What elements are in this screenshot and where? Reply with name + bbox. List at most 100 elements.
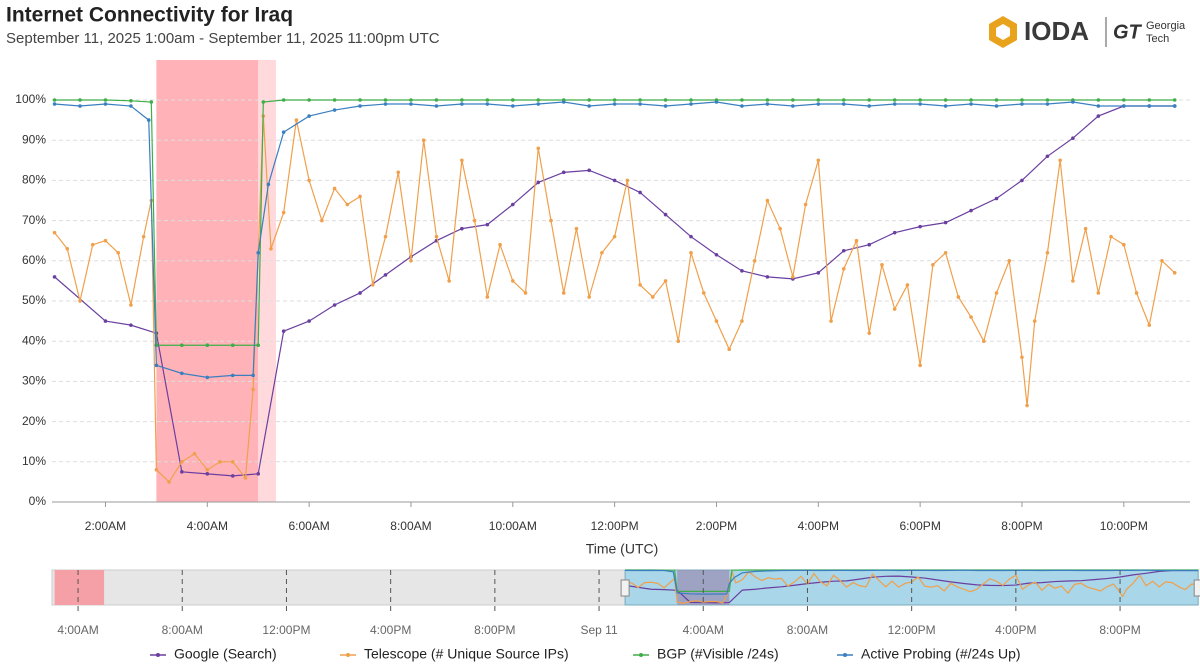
data-point [383,273,388,277]
navigator-handle[interactable] [620,579,630,597]
legend-label[interactable]: Active Probing (#/24s Up) [861,646,1021,662]
data-point [536,102,541,106]
data-point [663,98,668,102]
data-point [1020,355,1024,360]
data-point [740,269,744,273]
data-point [841,102,846,106]
data-point [129,303,133,307]
data-point [880,263,884,267]
data-point [994,98,999,102]
navigator-handle[interactable] [1193,579,1200,597]
series-line [54,101,1175,378]
data-point [994,196,999,201]
data-point [1096,98,1101,102]
data-point [1020,178,1024,183]
data-point [651,295,655,299]
data-point [574,226,579,231]
partner-bottom: Tech [1146,33,1169,45]
data-point [154,363,159,368]
data-point [663,212,668,217]
data-point [612,98,617,102]
data-point [52,102,57,106]
outage-region [156,60,259,502]
data-point [460,158,464,163]
data-point [409,98,413,102]
data-point [90,242,95,247]
data-point [447,279,451,283]
data-point [511,104,515,108]
data-point [536,146,541,151]
data-point [485,222,490,227]
data-point [918,224,922,229]
data-point [141,234,146,239]
data-point [358,291,362,295]
data-point [52,230,57,235]
data-point [180,371,184,376]
data-point [421,138,426,142]
data-point [1172,98,1177,102]
data-point [727,347,731,352]
data-point [307,114,311,118]
data-point [383,234,388,239]
data-point [460,226,464,231]
navigator-tick-label: 8:00AM [162,623,203,637]
data-point [561,100,566,104]
data-point [1071,100,1075,104]
data-point [205,375,210,380]
data-point [1147,323,1152,327]
legend-label[interactable]: Google (Search) [174,646,277,662]
y-tick-label: 50% [22,293,46,307]
data-point [251,373,255,378]
data-point [969,102,973,106]
data-point [587,104,591,108]
data-point [460,98,464,102]
data-point [281,210,286,215]
data-point [536,180,541,185]
navigator-tick-label: 4:00AM [57,623,98,637]
data-point [765,275,770,279]
data-point [266,182,271,187]
data-point [1045,250,1050,255]
data-point [969,98,973,102]
data-point [969,315,973,319]
data-point [638,283,642,287]
data-point [230,460,235,464]
data-point [1045,98,1050,102]
data-point [320,218,324,223]
data-point [192,451,197,456]
data-point [714,252,719,257]
x-tick-label: 2:00PM [696,519,737,533]
data-point [714,100,719,104]
data-point [612,178,617,183]
data-point [778,226,782,231]
y-tick-label: 80% [22,173,46,187]
data-point [396,170,401,175]
partner-top: Georgia [1146,20,1186,32]
data-point [332,98,337,102]
data-point [307,98,311,102]
data-point [78,98,82,102]
data-point [752,259,757,263]
y-tick-label: 90% [22,132,46,146]
data-point [943,104,948,108]
x-tick-label: 4:00AM [187,519,228,533]
data-point [689,98,693,102]
logo-text: IODA [1024,16,1089,46]
data-point [765,102,770,106]
data-point [307,178,311,183]
data-point [485,295,490,299]
x-tick-label: 4:00PM [798,519,839,533]
data-point [994,104,999,108]
data-point [1096,104,1101,108]
data-point [740,104,744,108]
data-point [498,242,502,247]
legend-label[interactable]: Telescope (# Unique Source IPs) [364,646,569,662]
data-point [434,104,439,108]
x-tick-label: 8:00PM [1001,519,1042,533]
data-point [281,130,286,134]
data-point [256,250,261,255]
data-point [116,250,120,255]
data-point [816,102,821,106]
legend-label[interactable]: BGP (#Visible /24s) [657,646,779,662]
data-point [816,158,821,163]
